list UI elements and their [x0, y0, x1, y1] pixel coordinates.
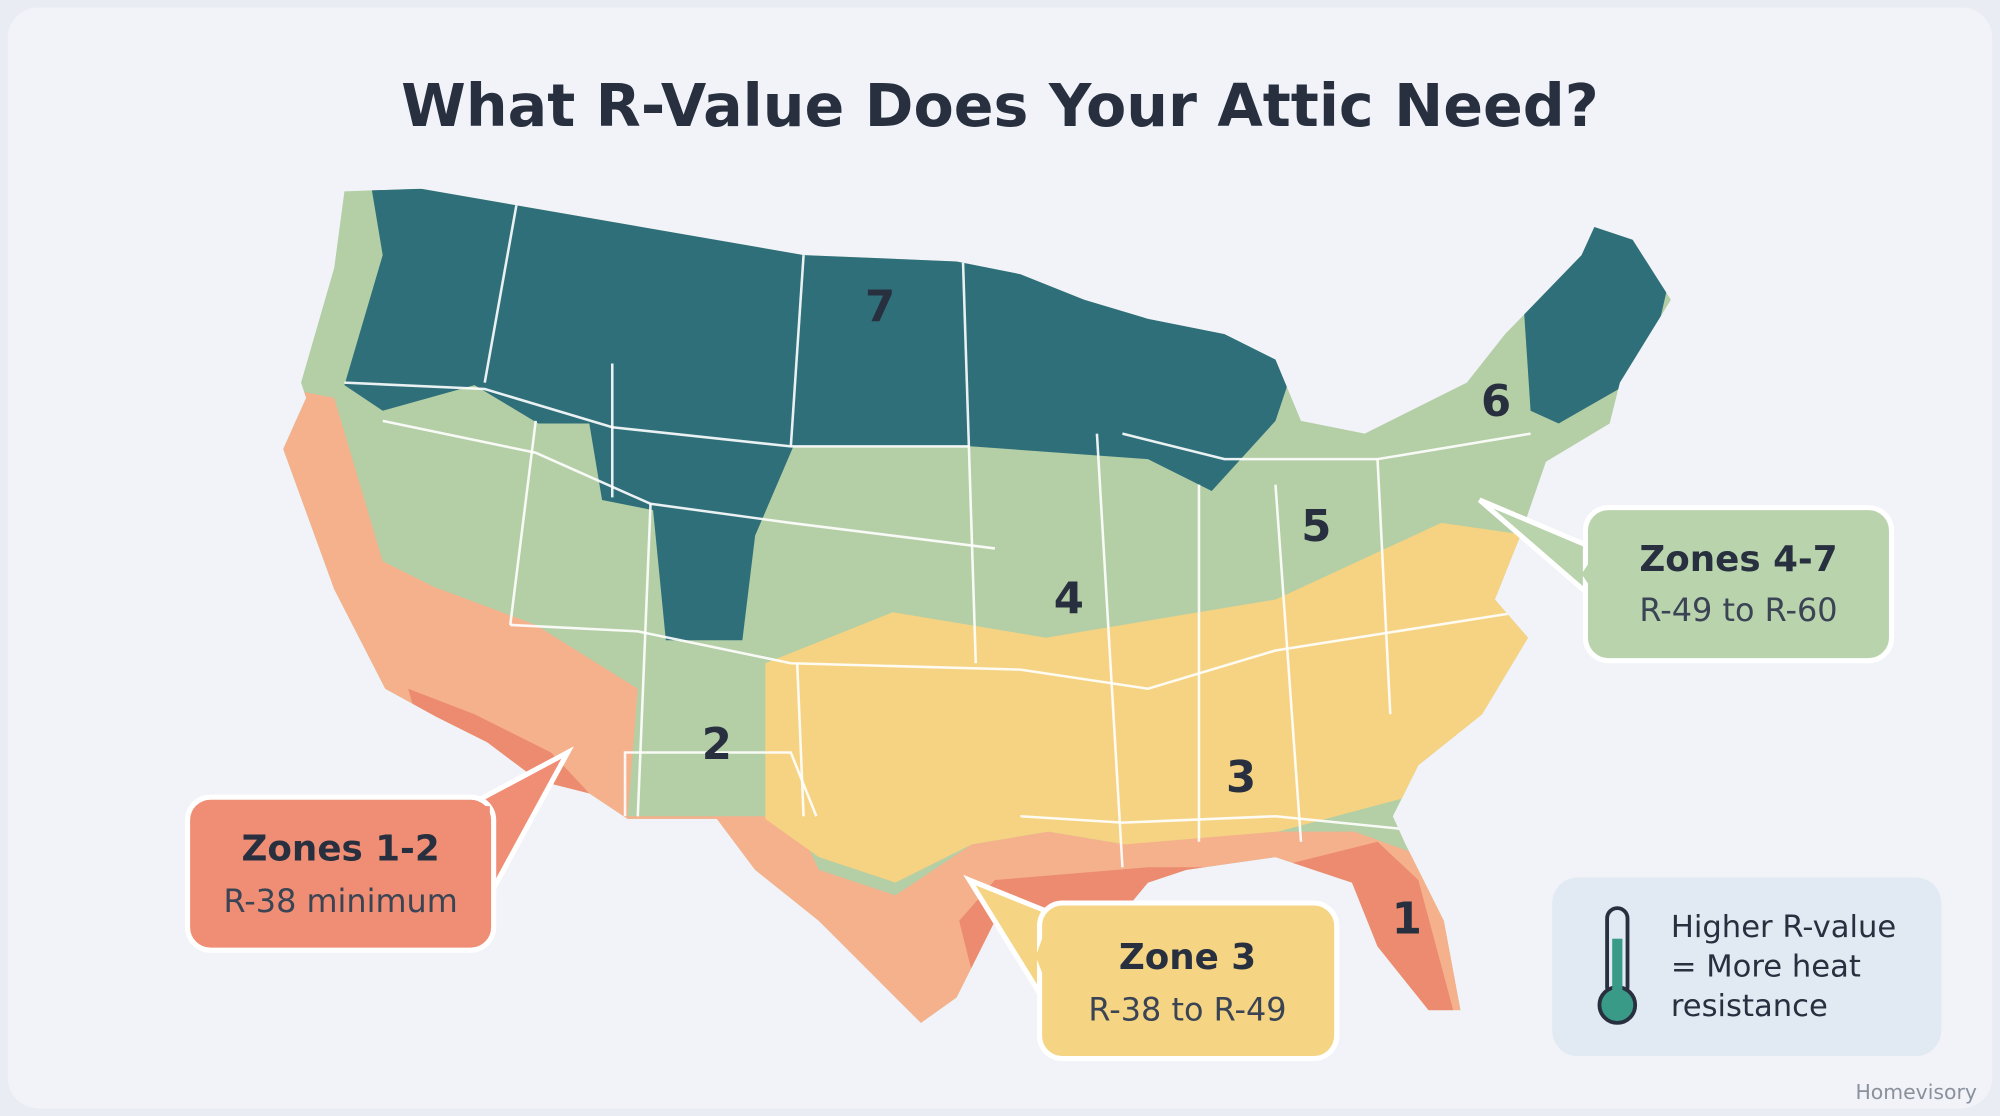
- zone-number: 5: [1301, 502, 1331, 552]
- callout-detail: R-38 to R-49: [1088, 990, 1286, 1028]
- callout-box: [1036, 900, 1340, 1062]
- callout-detail: R-49 to R-60: [1639, 591, 1837, 629]
- callout-title: Zone 3: [1119, 937, 1256, 978]
- callout-joint: [471, 806, 490, 887]
- callout-zone-3: Zone 3 R-38 to R-49: [963, 874, 1340, 1062]
- brand: Homevisory: [1855, 1080, 1976, 1104]
- legend-line: Higher R-value: [1671, 910, 1896, 945]
- callout-detail: R-38 minimum: [223, 882, 457, 920]
- zone-number: 4: [1054, 575, 1084, 625]
- callout-zones-4-7: Zones 4-7 R-49 to R-60: [1477, 497, 1895, 664]
- zone-3-area: [765, 522, 1531, 883]
- callout-joint: [1581, 550, 1597, 597]
- callout-title: Zones 1-2: [241, 829, 439, 870]
- zone-number: 7: [865, 282, 895, 332]
- zone-number: 6: [1481, 377, 1511, 427]
- thermometer-fill: [1612, 938, 1623, 1000]
- legend-box: [1552, 877, 1942, 1057]
- zone-number: 3: [1226, 753, 1256, 803]
- legend-line: resistance: [1671, 989, 1828, 1024]
- callout-box: [1582, 505, 1895, 664]
- state-borders: [344, 203, 1531, 868]
- legend-line: = More heat: [1671, 950, 1861, 985]
- legend: Higher R-value = More heat resistance: [1552, 877, 1942, 1057]
- callout-zones-1-2: Zones 1-2 R-38 minimum: [185, 746, 574, 953]
- zone-7-area: [344, 188, 1289, 641]
- callout-box: [185, 794, 497, 953]
- zone-number: 2: [702, 720, 732, 770]
- zone-numbers: 7 6 5 4 3 2 1: [702, 282, 1511, 944]
- callout-title: Zones 4-7: [1639, 539, 1837, 580]
- callout-joint: [1035, 913, 1052, 995]
- zone-number: 1: [1392, 895, 1422, 945]
- title: What R-Value Does Your Attic Need?: [401, 72, 1599, 140]
